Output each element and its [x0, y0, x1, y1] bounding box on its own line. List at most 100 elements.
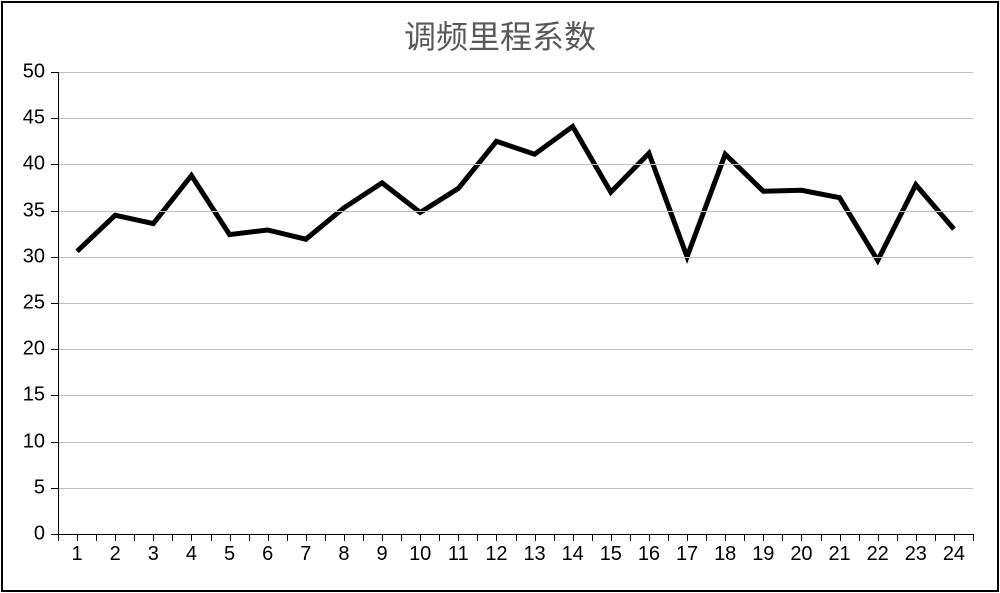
x-tick-mark — [344, 534, 345, 541]
x-tick-mark — [306, 534, 307, 541]
gridline — [58, 442, 973, 443]
x-tick-label: 22 — [867, 543, 889, 566]
x-tick-mark — [687, 534, 688, 541]
y-tick-mark — [51, 488, 58, 489]
x-boundary-tick — [859, 534, 860, 541]
y-tick-mark — [51, 303, 58, 304]
y-tick-label: 40 — [23, 153, 45, 176]
y-tick-label: 0 — [34, 523, 45, 546]
x-boundary-tick — [630, 534, 631, 541]
gridline — [58, 118, 973, 119]
y-tick-label: 25 — [23, 292, 45, 315]
x-tick-mark — [916, 534, 917, 541]
x-tick-label: 17 — [676, 543, 698, 566]
x-tick-label: 5 — [224, 543, 235, 566]
y-tick-label: 20 — [23, 338, 45, 361]
x-tick-label: 19 — [752, 543, 774, 566]
x-tick-label: 18 — [714, 543, 736, 566]
x-tick-mark — [763, 534, 764, 541]
x-tick-label: 15 — [600, 543, 622, 566]
y-tick-label: 30 — [23, 245, 45, 268]
x-tick-mark — [649, 534, 650, 541]
x-tick-mark — [573, 534, 574, 541]
gridline — [58, 211, 973, 212]
x-tick-label: 9 — [377, 543, 388, 566]
plot-area: 0510152025303540455012345678910111213141… — [58, 72, 973, 534]
x-boundary-tick — [325, 534, 326, 541]
x-boundary-tick — [477, 534, 478, 541]
x-boundary-tick — [249, 534, 250, 541]
x-boundary-tick — [134, 534, 135, 541]
y-tick-mark — [51, 534, 58, 535]
x-tick-label: 23 — [905, 543, 927, 566]
x-tick-label: 12 — [485, 543, 507, 566]
x-boundary-tick — [935, 534, 936, 541]
x-tick-mark — [954, 534, 955, 541]
y-tick-label: 50 — [23, 61, 45, 84]
x-tick-mark — [230, 534, 231, 541]
x-tick-mark — [268, 534, 269, 541]
x-tick-label: 20 — [790, 543, 812, 566]
x-boundary-tick — [821, 534, 822, 541]
x-boundary-tick — [554, 534, 555, 541]
x-tick-mark — [611, 534, 612, 541]
x-tick-label: 16 — [638, 543, 660, 566]
x-tick-label: 7 — [300, 543, 311, 566]
x-boundary-tick — [439, 534, 440, 541]
x-boundary-tick — [172, 534, 173, 541]
y-tick-mark — [51, 211, 58, 212]
series-path — [77, 127, 954, 261]
x-boundary-tick — [668, 534, 669, 541]
y-axis-line — [58, 72, 59, 534]
y-tick-label: 35 — [23, 199, 45, 222]
x-tick-mark — [115, 534, 116, 541]
x-tick-mark — [725, 534, 726, 541]
gridline — [58, 303, 973, 304]
x-boundary-tick — [592, 534, 593, 541]
y-tick-label: 45 — [23, 107, 45, 130]
gridline — [58, 349, 973, 350]
x-tick-mark — [496, 534, 497, 541]
x-tick-mark — [420, 534, 421, 541]
x-boundary-tick — [96, 534, 97, 541]
x-tick-mark — [153, 534, 154, 541]
x-boundary-tick — [58, 534, 59, 541]
x-tick-mark — [191, 534, 192, 541]
x-boundary-tick — [744, 534, 745, 541]
x-tick-label: 21 — [828, 543, 850, 566]
x-tick-label: 4 — [186, 543, 197, 566]
x-tick-mark — [382, 534, 383, 541]
x-boundary-tick — [897, 534, 898, 541]
x-boundary-tick — [973, 534, 974, 541]
gridline — [58, 72, 973, 73]
y-tick-mark — [51, 349, 58, 350]
x-tick-mark — [878, 534, 879, 541]
x-tick-mark — [801, 534, 802, 541]
x-tick-label: 1 — [72, 543, 83, 566]
x-tick-label: 24 — [943, 543, 965, 566]
gridline — [58, 164, 973, 165]
x-tick-mark — [535, 534, 536, 541]
x-boundary-tick — [211, 534, 212, 541]
x-tick-mark — [77, 534, 78, 541]
x-tick-mark — [840, 534, 841, 541]
x-tick-label: 8 — [338, 543, 349, 566]
x-boundary-tick — [401, 534, 402, 541]
x-boundary-tick — [706, 534, 707, 541]
y-tick-label: 15 — [23, 384, 45, 407]
y-tick-mark — [51, 118, 58, 119]
x-tick-label: 3 — [148, 543, 159, 566]
chart-title: 调频里程系数 — [0, 12, 1000, 58]
x-tick-label: 10 — [409, 543, 431, 566]
x-boundary-tick — [782, 534, 783, 541]
y-tick-mark — [51, 72, 58, 73]
x-tick-label: 6 — [262, 543, 273, 566]
x-boundary-tick — [516, 534, 517, 541]
x-boundary-tick — [287, 534, 288, 541]
x-tick-label: 2 — [110, 543, 121, 566]
x-tick-label: 14 — [562, 543, 584, 566]
gridline — [58, 395, 973, 396]
y-tick-mark — [51, 442, 58, 443]
gridline — [58, 488, 973, 489]
y-tick-mark — [51, 395, 58, 396]
